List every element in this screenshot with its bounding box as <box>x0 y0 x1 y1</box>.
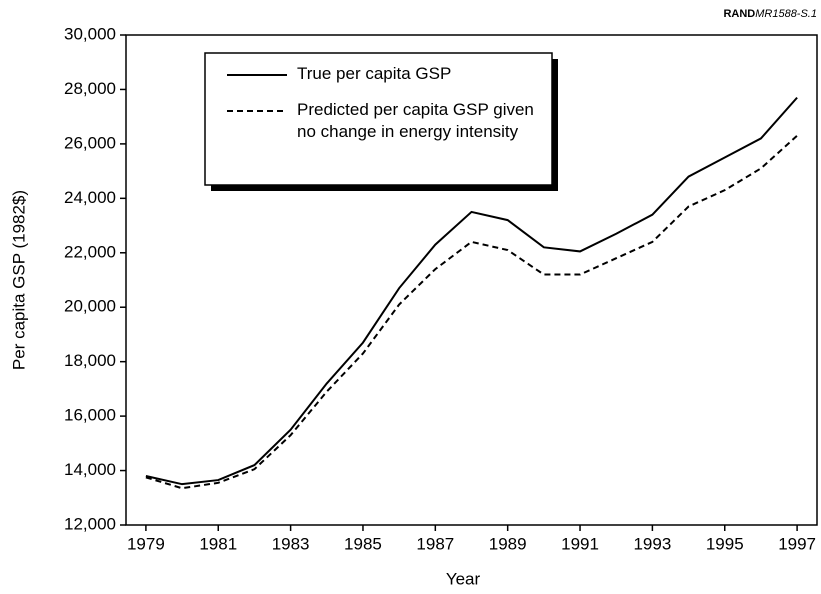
x-tick-label: 1981 <box>199 534 237 553</box>
x-tick-label: 1989 <box>489 534 527 553</box>
source-note: RANDMR1588-S.1 <box>723 8 817 20</box>
legend-label: True per capita GSP <box>297 64 452 83</box>
x-tick-label: 1997 <box>778 534 816 553</box>
legend-entry: True per capita GSP <box>297 64 452 83</box>
legend-entry: Predicted per capita GSP given no change… <box>297 100 534 141</box>
series-line <box>145 96 798 486</box>
y-tick-label: 14,000 <box>64 460 116 479</box>
x-axis-label: Year <box>446 569 481 588</box>
y-tick-label: 16,000 <box>64 406 116 425</box>
x-tick-label: 1979 <box>127 534 165 553</box>
plot-frame <box>125 34 818 526</box>
y-tick-label: 18,000 <box>64 351 116 370</box>
y-tick-label: 12,000 <box>64 514 116 533</box>
y-tick-label: 28,000 <box>64 79 116 98</box>
series-line <box>145 134 798 490</box>
y-tick-label: 24,000 <box>64 188 116 207</box>
y-tick-label: 26,000 <box>64 133 116 152</box>
legend-label: Predicted per capita GSP given no change… <box>297 100 534 141</box>
y-axis-label: Per capita GSP (1982$) <box>9 190 28 370</box>
source-prefix: RAND <box>723 8 755 20</box>
y-tick-label: 22,000 <box>64 242 116 261</box>
x-tick-label: 1983 <box>272 534 310 553</box>
x-tick-label: 1995 <box>706 534 744 553</box>
x-tick-label: 1993 <box>633 534 671 553</box>
x-tick-label: 1991 <box>561 534 599 553</box>
source-id: MR1588-S.1 <box>755 8 817 20</box>
x-tick-label: 1985 <box>344 534 382 553</box>
y-tick-label: 20,000 <box>64 297 116 316</box>
y-tick-label: 30,000 <box>64 24 116 43</box>
x-tick-label: 1987 <box>416 534 454 553</box>
